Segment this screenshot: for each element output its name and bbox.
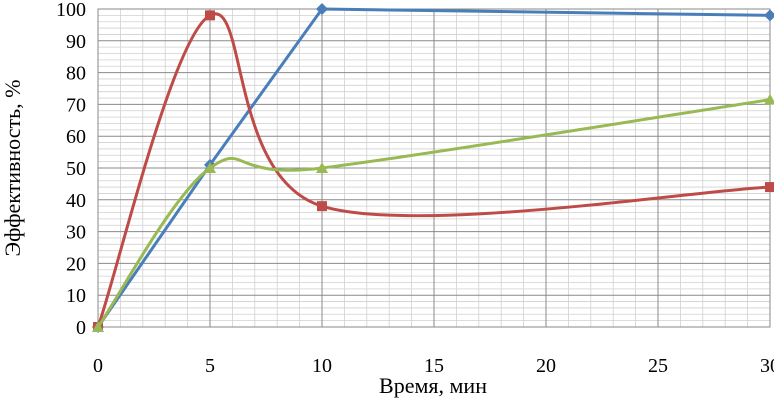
data-point-marker <box>317 201 327 212</box>
data-point-marker <box>92 321 104 332</box>
series-line <box>96 98 771 328</box>
x-tick-label: 5 <box>205 355 215 377</box>
y-tick-label: 100 <box>56 0 86 21</box>
data-point-marker <box>764 9 774 22</box>
x-tick-label: 25 <box>648 355 668 377</box>
y-tick-label: 0 <box>76 317 86 339</box>
data-point-marker <box>205 10 215 21</box>
data-point-marker <box>316 3 328 15</box>
tick-labels: 0 5 10 15 20 25 30 0 10 20 30 40 50 60 70 80 90 100 <box>56 0 774 377</box>
y-tick-label: 90 <box>66 31 86 53</box>
data-point-marker <box>765 182 774 193</box>
y-tick-label: 80 <box>66 63 86 85</box>
x-tick-label: 20 <box>536 355 556 377</box>
x-axis-title: Время, мин <box>379 373 487 398</box>
major-gridlines <box>97 8 771 328</box>
series-layer <box>92 3 774 333</box>
y-tick-label: 10 <box>66 285 86 307</box>
x-tick-label: 15 <box>424 355 444 377</box>
data-point-marker <box>764 93 774 105</box>
y-tick-label: 50 <box>66 158 86 180</box>
series-3 <box>92 93 774 332</box>
data-point-marker <box>316 162 328 173</box>
plot-area-border <box>97 8 771 328</box>
y-tick-label: 70 <box>66 94 86 116</box>
y-tick-label: 40 <box>66 190 86 212</box>
y-tick-label: 30 <box>66 222 86 244</box>
data-point-marker <box>204 162 216 173</box>
x-tick-label: 10 <box>312 355 332 377</box>
y-axis-title: Эффективность, % <box>0 80 25 257</box>
series-line <box>96 7 771 328</box>
y-tick-label: 60 <box>66 126 86 148</box>
y-tick-label: 20 <box>66 253 86 275</box>
series-line <box>96 12 771 328</box>
x-tick-label: 0 <box>93 355 103 377</box>
x-tick-label: 30 <box>760 355 774 377</box>
